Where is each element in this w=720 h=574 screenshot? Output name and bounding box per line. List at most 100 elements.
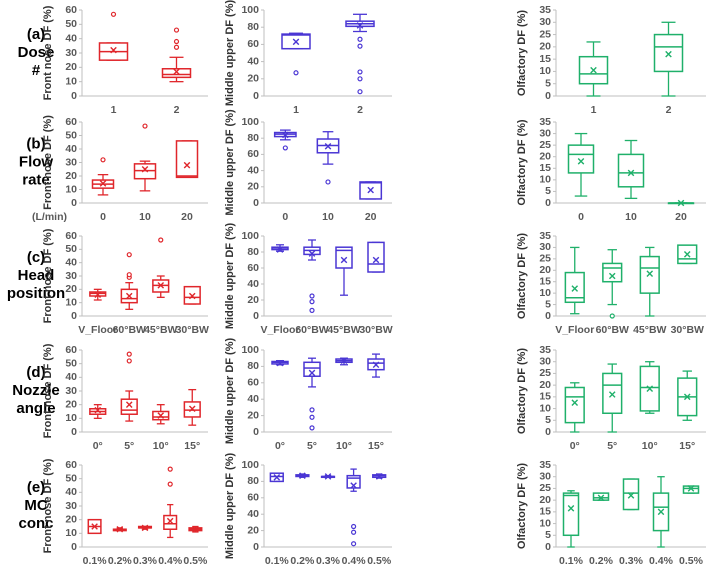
y-tick-label: 15 bbox=[539, 391, 551, 403]
x-tick-label: 15° bbox=[368, 440, 384, 452]
y-tick-label: 30 bbox=[65, 270, 77, 282]
box bbox=[161, 68, 192, 79]
mean-marker bbox=[292, 38, 300, 46]
y-tick-label: 0 bbox=[545, 426, 551, 438]
box-plot bbox=[188, 525, 203, 533]
mean-marker bbox=[324, 143, 332, 150]
y-axis-label: Front nose DF (%) bbox=[42, 458, 54, 553]
mean-marker bbox=[597, 494, 605, 502]
mean-marker bbox=[125, 401, 133, 408]
y-tick-label: 15 bbox=[539, 162, 551, 174]
mean-marker bbox=[356, 22, 364, 29]
y-tick-label: 40 bbox=[247, 55, 259, 67]
y-tick-label: 20 bbox=[247, 409, 259, 421]
y-tick-label: 30 bbox=[539, 470, 551, 482]
y-tick-label: 60 bbox=[65, 4, 77, 16]
box-plot bbox=[622, 478, 640, 511]
box-plot bbox=[652, 476, 670, 548]
outlier bbox=[100, 157, 106, 163]
box bbox=[682, 485, 700, 494]
x-tick-label: 0.3% bbox=[619, 555, 644, 567]
mean-marker bbox=[350, 482, 357, 489]
y-axis-label: Olfactory DF (%) bbox=[516, 463, 528, 550]
row-label: rate bbox=[22, 171, 50, 188]
outlier bbox=[173, 44, 180, 50]
mean-marker bbox=[157, 282, 165, 289]
y-tick-label: 40 bbox=[247, 164, 259, 176]
box-plot bbox=[271, 244, 289, 253]
y-tick-label: 30 bbox=[539, 241, 551, 253]
box bbox=[303, 361, 321, 377]
box-plot bbox=[163, 466, 178, 539]
x-tick-label: V_Floor bbox=[78, 324, 117, 336]
mean-marker bbox=[367, 186, 374, 194]
mean-marker bbox=[608, 272, 616, 280]
box-plot bbox=[133, 123, 157, 192]
outlier bbox=[357, 89, 363, 95]
outlier bbox=[167, 466, 173, 472]
x-tick-label: 0.3% bbox=[316, 555, 341, 567]
y-tick-label: 100 bbox=[241, 116, 259, 128]
mean-marker bbox=[683, 393, 691, 401]
outlier bbox=[309, 307, 315, 313]
box-plot bbox=[112, 525, 127, 533]
y-tick-label: 0 bbox=[71, 90, 77, 102]
row-label: MC bbox=[24, 497, 47, 514]
y-axis-label: Front nose DF (%) bbox=[42, 343, 54, 438]
outlier bbox=[126, 252, 132, 258]
box-plot bbox=[89, 404, 107, 419]
mean-marker bbox=[192, 525, 199, 533]
y-tick-label: 5 bbox=[545, 185, 551, 197]
y-tick-label: 40 bbox=[65, 371, 77, 383]
y-tick-label: 60 bbox=[247, 377, 259, 389]
mean-marker bbox=[340, 357, 348, 364]
y-tick-label: 50 bbox=[65, 18, 77, 30]
y-tick-label: 15 bbox=[539, 53, 551, 65]
x-tick-label: 20 bbox=[181, 211, 193, 223]
box bbox=[639, 255, 660, 294]
x-tick-label: 10° bbox=[642, 440, 658, 452]
outlier bbox=[293, 70, 299, 76]
outlier bbox=[167, 481, 173, 487]
x-tick-label: 0.1% bbox=[83, 555, 108, 567]
x-tick-label: 10 bbox=[625, 211, 637, 223]
box-plot bbox=[359, 181, 383, 200]
box-plot bbox=[602, 363, 623, 433]
y-tick-label: 35 bbox=[539, 344, 551, 356]
row-label: conc bbox=[18, 515, 53, 532]
box-plot bbox=[152, 237, 170, 298]
y-tick-label: 0 bbox=[253, 197, 259, 209]
mean-marker bbox=[141, 524, 149, 532]
x-tick-label: 0.2% bbox=[290, 555, 315, 567]
y-tick-label: 25 bbox=[539, 253, 551, 265]
y-tick-label: 10 bbox=[65, 75, 77, 87]
y-tick-label: 40 bbox=[65, 256, 77, 268]
row-label: (a) bbox=[27, 26, 45, 43]
outlier bbox=[357, 69, 363, 75]
box-plot bbox=[346, 468, 361, 547]
x-tick-label: 45°BW bbox=[633, 324, 666, 336]
y-tick-label: 30 bbox=[65, 47, 77, 59]
y-tick-label: 10 bbox=[539, 287, 551, 299]
box-plot bbox=[120, 252, 138, 310]
y-tick-label: 60 bbox=[247, 148, 259, 160]
mean-marker bbox=[94, 406, 102, 414]
mean-marker bbox=[308, 250, 316, 257]
y-tick-label: 0 bbox=[545, 90, 551, 102]
y-tick-label: 50 bbox=[65, 129, 77, 141]
y-tick-label: 50 bbox=[65, 472, 77, 484]
x-tick-label: 0° bbox=[570, 440, 580, 452]
y-tick-label: 40 bbox=[65, 486, 77, 498]
y-tick-label: 30 bbox=[539, 16, 551, 28]
box-plot bbox=[578, 41, 609, 97]
y-tick-label: 0 bbox=[253, 310, 259, 322]
outlier bbox=[158, 237, 164, 243]
x-tick-label: 2 bbox=[174, 104, 180, 116]
mean-marker bbox=[173, 68, 180, 75]
box bbox=[562, 492, 580, 537]
y-tick-label: 10 bbox=[65, 527, 77, 539]
row-label: (b) bbox=[26, 135, 45, 152]
x-tick-label: 2 bbox=[357, 104, 363, 116]
y-tick-label: 0 bbox=[545, 310, 551, 322]
